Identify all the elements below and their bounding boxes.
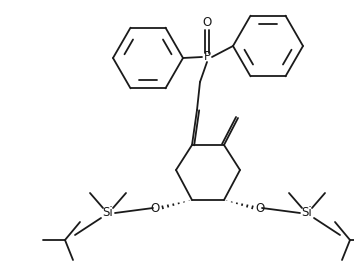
Text: Si: Si	[103, 206, 113, 220]
Text: O: O	[202, 16, 212, 29]
Text: O: O	[150, 202, 160, 215]
Text: Si: Si	[302, 206, 312, 220]
Text: P: P	[204, 51, 211, 63]
Text: O: O	[255, 202, 265, 215]
